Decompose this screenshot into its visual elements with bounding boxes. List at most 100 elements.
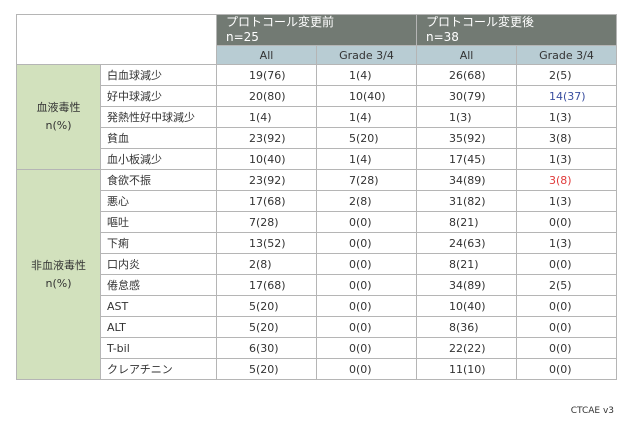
before-grade-cell: 0(0)	[315, 274, 418, 296]
after-grade-cell-highlight: 3(8)	[516, 169, 618, 191]
footnote-ctcae-version: CTCAE v3	[570, 406, 614, 416]
item-label: ALT	[100, 316, 217, 338]
before-all-cell: 6(30)	[216, 337, 317, 359]
after-grade-cell: 1(3)	[516, 232, 618, 254]
item-label: 食欲不振	[100, 169, 217, 191]
before-all-cell: 23(92)	[216, 127, 317, 149]
col-header-after-grade: Grade 3/4	[516, 45, 618, 65]
after-all-cell: 35(92)	[416, 127, 518, 149]
item-label: AST	[100, 295, 217, 317]
before-grade-cell: 1(4)	[315, 106, 418, 128]
table-corner	[16, 14, 217, 65]
col-header-after-all: All	[416, 45, 518, 65]
item-label: 白血球減少	[100, 64, 217, 86]
group-after-n: n=38	[426, 30, 459, 44]
table-row: 非血液毒性 n(%) 食欲不振 23(92) 7(28) 34(89) 3(8)	[16, 169, 618, 380]
after-grade-cell: 1(3)	[516, 106, 618, 128]
after-grade-cell: 0(0)	[516, 358, 618, 380]
after-all-cell: 34(89)	[416, 274, 518, 296]
group-before-title: プロトコール変更前	[226, 15, 335, 30]
before-all-cell: 13(52)	[216, 232, 317, 254]
item-label: 貧血	[100, 127, 217, 149]
after-grade-cell: 0(0)	[516, 316, 618, 338]
item-label: 発熱性好中球減少	[100, 106, 217, 128]
before-all-cell: 10(40)	[216, 148, 317, 170]
group-header-before: プロトコール変更前 n=25	[215, 14, 418, 46]
before-all-cell: 17(68)	[216, 190, 317, 212]
table-row: 好中球減少 20(80) 10(40) 30(79) 14(37)	[17, 85, 618, 107]
table-row: 血液毒性 n(%) 白血球減少 19(76) 1(4) 26(68) 2(5)	[16, 64, 618, 170]
table-row: 倦怠感 17(68) 0(0) 34(89) 2(5)	[17, 274, 618, 296]
category-hematologic: 血液毒性 n(%)	[16, 64, 101, 170]
table-row: 悪心 17(68) 2(8) 31(82) 1(3)	[17, 190, 618, 212]
item-label: 血小板減少	[100, 148, 217, 170]
after-grade-cell: 0(0)	[516, 295, 618, 317]
after-all-cell: 30(79)	[416, 85, 518, 107]
before-all-cell: 23(92)	[216, 169, 317, 191]
item-label: クレアチニン	[100, 358, 217, 380]
before-grade-cell: 1(4)	[315, 148, 418, 170]
item-label: 倦怠感	[100, 274, 217, 296]
before-grade-cell: 1(4)	[315, 64, 418, 86]
group-after-title: プロトコール変更後	[426, 15, 535, 30]
before-grade-cell: 10(40)	[315, 85, 418, 107]
before-all-cell: 2(8)	[216, 253, 317, 275]
after-all-cell: 31(82)	[416, 190, 518, 212]
after-grade-cell: 0(0)	[516, 211, 618, 233]
before-all-cell: 19(76)	[216, 64, 317, 86]
after-all-cell: 26(68)	[416, 64, 518, 86]
table-row: クレアチニン 5(20) 0(0) 11(10) 0(0)	[17, 358, 618, 380]
before-grade-cell: 0(0)	[315, 295, 418, 317]
category-nonhematologic: 非血液毒性 n(%)	[16, 169, 101, 380]
before-grade-cell: 7(28)	[315, 169, 418, 191]
table-row: 貧血 23(92) 5(20) 35(92) 3(8)	[17, 127, 618, 149]
before-grade-cell: 0(0)	[315, 211, 418, 233]
group-header-after: プロトコール変更後 n=38	[416, 14, 618, 46]
before-all-cell: 5(20)	[216, 316, 317, 338]
after-all-cell: 1(3)	[416, 106, 518, 128]
after-all-cell: 11(10)	[416, 358, 518, 380]
category-hematologic-unit: n(%)	[45, 119, 72, 132]
before-grade-cell: 0(0)	[315, 316, 418, 338]
after-grade-cell: 0(0)	[516, 253, 618, 275]
before-grade-cell: 0(0)	[315, 337, 418, 359]
category-nonhematologic-label: 非血液毒性	[31, 258, 86, 272]
after-all-cell: 17(45)	[416, 148, 518, 170]
group-before-n: n=25	[226, 30, 259, 44]
after-all-cell: 8(36)	[416, 316, 518, 338]
before-grade-cell: 0(0)	[315, 232, 418, 254]
table-row: 発熱性好中球減少 1(4) 1(4) 1(3) 1(3)	[17, 106, 618, 128]
after-grade-cell: 1(3)	[516, 148, 618, 170]
item-label: 好中球減少	[100, 85, 217, 107]
table-row: AST 5(20) 0(0) 10(40) 0(0)	[17, 295, 618, 317]
before-all-cell: 5(20)	[216, 295, 317, 317]
item-label: 悪心	[100, 190, 217, 212]
before-all-cell: 17(68)	[216, 274, 317, 296]
after-grade-cell: 2(5)	[516, 274, 618, 296]
table-row: 嘔吐 7(28) 0(0) 8(21) 0(0)	[17, 211, 618, 233]
table-row: ALT 5(20) 0(0) 8(36) 0(0)	[17, 316, 618, 338]
table-row: 口内炎 2(8) 0(0) 8(21) 0(0)	[17, 253, 618, 275]
table-row: 血小板減少 10(40) 1(4) 17(45) 1(3)	[17, 148, 618, 170]
before-all-cell: 5(20)	[216, 358, 317, 380]
item-label: T-bil	[100, 337, 217, 359]
after-all-cell: 8(21)	[416, 211, 518, 233]
col-header-before-all: All	[216, 45, 317, 65]
item-label: 下痢	[100, 232, 217, 254]
table-row: 下痢 13(52) 0(0) 24(63) 1(3)	[17, 232, 618, 254]
before-grade-cell: 0(0)	[315, 358, 418, 380]
group-header-row: プロトコール変更前 n=25 プロトコール変更後 n=38	[16, 14, 618, 65]
category-hematologic-label: 血液毒性	[36, 101, 81, 114]
after-all-cell: 34(89)	[416, 169, 518, 191]
after-grade-cell: 3(8)	[516, 127, 618, 149]
item-label: 嘔吐	[100, 211, 217, 233]
toxicity-table: プロトコール変更前 n=25 プロトコール変更後 n=38 All Grade …	[16, 14, 618, 380]
before-grade-cell: 0(0)	[315, 253, 418, 275]
category-nonhematologic-unit: n(%)	[45, 276, 72, 290]
after-all-cell: 24(63)	[416, 232, 518, 254]
after-grade-cell: 2(5)	[516, 64, 618, 86]
after-grade-cell-highlight: 14(37)	[516, 85, 618, 107]
after-all-cell: 8(21)	[416, 253, 518, 275]
after-all-cell: 10(40)	[416, 295, 518, 317]
after-grade-cell: 0(0)	[516, 337, 618, 359]
